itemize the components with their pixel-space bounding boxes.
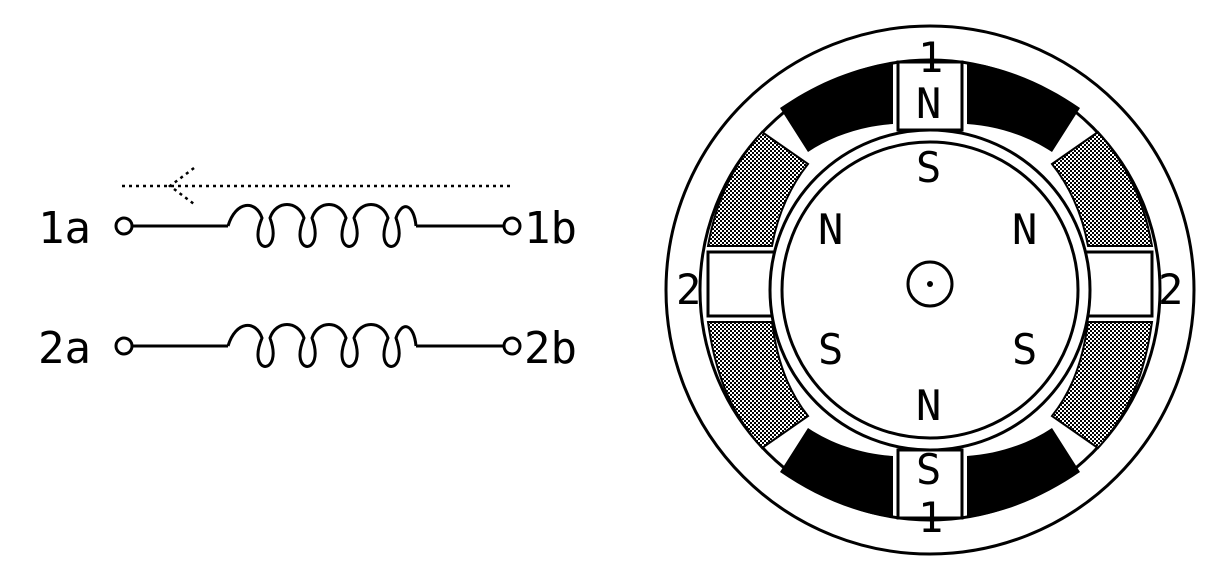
pole-shoe-top <box>896 60 964 132</box>
rotor-pole-upper-right: N <box>1012 205 1037 254</box>
stator-label-right: 2 <box>1158 265 1183 314</box>
pole-shoe-right <box>1082 250 1154 318</box>
shaft-center <box>927 281 933 287</box>
pole-shoe-bottom <box>896 448 964 520</box>
stator-pole-bottom: S <box>916 445 941 494</box>
pole-shoe-left <box>706 250 778 318</box>
stator-inner-ring <box>698 58 1162 522</box>
terminal-2b <box>502 336 522 356</box>
terminal-1a <box>114 216 134 236</box>
coil-2-winding <box>226 323 418 368</box>
stator-label-top: 1 <box>918 33 943 82</box>
coil-1: 1a 1b <box>38 203 577 254</box>
winding-right-upper <box>1050 130 1154 247</box>
rotor-pole-bottom: N <box>916 381 941 430</box>
coil-schematic: 1a 1b 2a 2b <box>38 167 577 374</box>
label-1b: 1b <box>524 203 577 254</box>
stator-label-bottom: 1 <box>918 493 943 542</box>
winding-top-right <box>967 62 1080 152</box>
rotor-pole-top: S <box>916 143 941 192</box>
winding-top-left <box>780 62 893 152</box>
winding-left-upper <box>706 130 810 247</box>
coil-1-winding <box>226 203 418 248</box>
rotor-pole-lower-right: S <box>1012 325 1037 374</box>
rotor-pole-upper-left: N <box>818 205 843 254</box>
terminal-2a <box>114 336 134 356</box>
winding-bottom-left <box>780 428 893 518</box>
winding-bottom-right <box>967 428 1080 518</box>
label-2a: 2a <box>38 323 91 374</box>
terminal-1b <box>502 216 522 236</box>
stator-pole-top: N <box>916 79 941 128</box>
label-2b: 2b <box>524 323 577 374</box>
coil-2: 2a 2b <box>38 323 577 374</box>
winding-right-lower <box>1050 321 1154 450</box>
current-direction-arrow <box>118 167 510 205</box>
rotor-pole-lower-left: S <box>818 325 843 374</box>
stator-label-left: 2 <box>676 265 701 314</box>
label-1a: 1a <box>38 203 91 254</box>
winding-left-lower <box>706 321 810 450</box>
motor-cross-section: 1 1 2 2 N S S N N N S S <box>664 24 1196 556</box>
